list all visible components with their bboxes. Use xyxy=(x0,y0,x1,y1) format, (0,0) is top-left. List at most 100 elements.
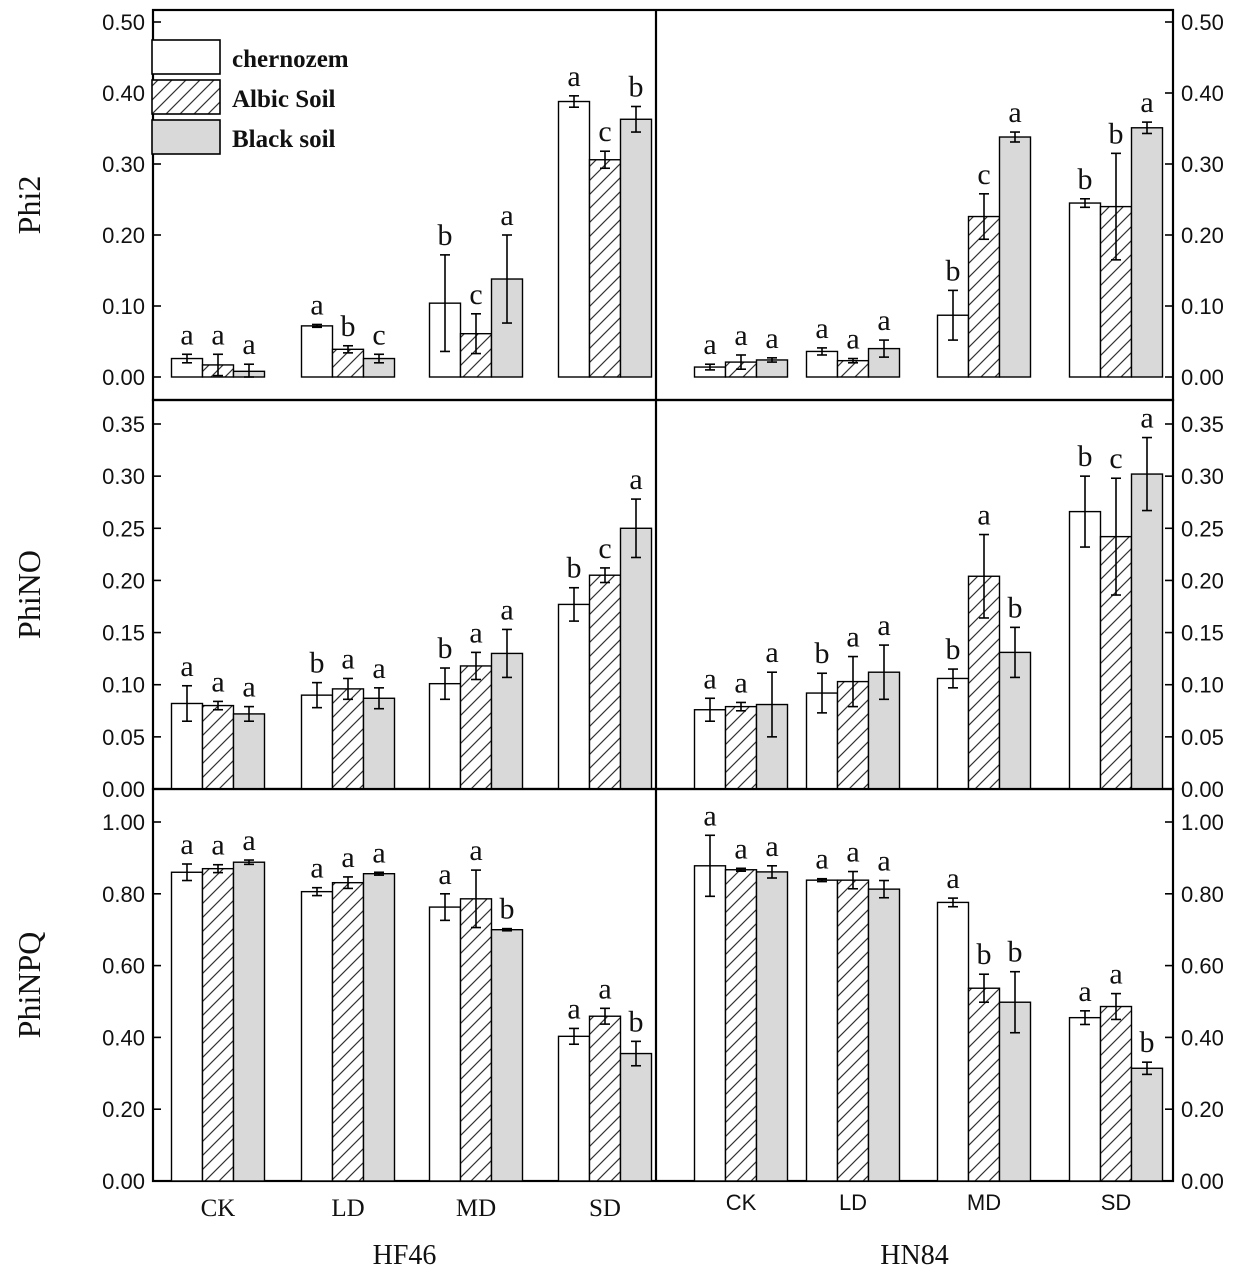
y-tick-label-right: 0.00 xyxy=(1181,365,1224,390)
y-tick-label-right: 0.20 xyxy=(1181,1097,1224,1122)
y-tick-label-left: 0.40 xyxy=(102,81,145,106)
significance-label: a xyxy=(242,328,255,361)
bar xyxy=(201,867,235,1182)
bar xyxy=(459,665,493,790)
bar xyxy=(724,869,758,1182)
y-tick-label-left: 0.40 xyxy=(102,1025,145,1050)
bar xyxy=(936,677,970,790)
significance-label: b xyxy=(341,310,356,343)
y-tick-label-left: 0.00 xyxy=(102,365,145,390)
significance-label: c xyxy=(469,278,482,311)
bar xyxy=(755,703,789,790)
y-tick-label-right: 0.40 xyxy=(1181,81,1224,106)
y-tick-label-left: 0.00 xyxy=(102,777,145,802)
bar xyxy=(724,705,758,790)
significance-label: a xyxy=(734,832,747,865)
significance-label: c xyxy=(598,532,611,565)
x-tick-label: SD xyxy=(589,1195,621,1222)
legend: chernozem Albic Soil Black soil xyxy=(151,39,349,155)
significance-label: a xyxy=(500,593,513,626)
y-tick-label-left: 0.15 xyxy=(102,621,145,646)
x-tick-label: MD xyxy=(967,1190,1001,1215)
significance-label: a xyxy=(703,328,716,361)
significance-label: a xyxy=(846,621,859,654)
significance-label: a xyxy=(815,312,828,345)
bar xyxy=(1068,1016,1102,1182)
bar xyxy=(428,906,462,1182)
significance-label: b xyxy=(1008,591,1023,624)
significance-label: b xyxy=(629,70,644,103)
significance-label: b xyxy=(815,637,830,670)
bar xyxy=(331,688,365,790)
significance-label: a xyxy=(765,322,778,355)
significance-label: a xyxy=(977,499,990,532)
bar xyxy=(300,325,334,378)
significance-label: a xyxy=(469,616,482,649)
significance-label: c xyxy=(598,115,611,148)
significance-label: a xyxy=(180,650,193,683)
y-tick-label-left: 0.05 xyxy=(102,725,145,750)
significance-label: a xyxy=(211,829,224,862)
significance-label: a xyxy=(211,665,224,698)
bar xyxy=(1130,473,1164,790)
y-tick-label-right: 0.25 xyxy=(1181,516,1224,541)
y-tick-label-left: 0.20 xyxy=(102,223,145,248)
y-tick-label-right: 0.30 xyxy=(1181,152,1224,177)
significance-label: a xyxy=(765,636,778,669)
significance-label: a xyxy=(469,834,482,867)
significance-label: a xyxy=(372,836,385,869)
significance-label: b xyxy=(1008,936,1023,969)
bar xyxy=(588,1015,622,1182)
y-tick-label-right: 0.20 xyxy=(1181,568,1224,593)
y-tick-label-left: 0.20 xyxy=(102,568,145,593)
bar xyxy=(998,136,1032,378)
bar xyxy=(170,871,204,1182)
significance-label: a xyxy=(1140,86,1153,119)
significance-label: b xyxy=(567,552,582,585)
significance-label: a xyxy=(877,845,890,878)
y-tick-label-right: 0.05 xyxy=(1181,725,1224,750)
significance-label: c xyxy=(977,158,990,191)
significance-label: a xyxy=(846,836,859,869)
bar xyxy=(201,704,235,790)
significance-label: a xyxy=(500,199,513,232)
y-tick-label-left: 0.35 xyxy=(102,412,145,437)
legend-label: Albic Soil xyxy=(232,86,336,113)
y-tick-label-left: 0.30 xyxy=(102,152,145,177)
significance-label: b xyxy=(1140,1026,1155,1059)
y-axis-title: PhiNPQ xyxy=(11,932,47,1039)
y-tick-label-right: 0.15 xyxy=(1181,621,1224,646)
significance-label: b xyxy=(1078,163,1093,196)
bar xyxy=(1068,202,1102,378)
bar xyxy=(836,879,870,1182)
y-tick-label-left: 0.10 xyxy=(102,294,145,319)
legend-swatch xyxy=(151,79,221,115)
bar xyxy=(331,881,365,1182)
significance-label: b xyxy=(977,938,992,971)
significance-label: a xyxy=(372,652,385,685)
y-axis-title: Phi2 xyxy=(11,176,47,235)
significance-label: b xyxy=(629,1005,644,1038)
y-tick-label-right: 0.00 xyxy=(1181,777,1224,802)
significance-label: b xyxy=(500,893,515,926)
bar xyxy=(362,872,396,1182)
y-tick-label-right: 0.20 xyxy=(1181,223,1224,248)
significance-label: b xyxy=(946,254,961,287)
y-axis-title: PhiNO xyxy=(11,550,47,639)
significance-label: a xyxy=(629,463,642,496)
bar xyxy=(588,159,622,378)
significance-label: a xyxy=(703,799,716,832)
bar xyxy=(1068,510,1102,790)
significance-label: a xyxy=(946,862,959,895)
y-tick-label-left: 0.00 xyxy=(102,1169,145,1194)
significance-label: a xyxy=(703,662,716,695)
bar xyxy=(300,890,334,1182)
significance-label: a xyxy=(846,323,859,356)
bar xyxy=(1130,1067,1164,1182)
group-label: HF46 xyxy=(373,1240,437,1271)
significance-label: a xyxy=(341,642,354,675)
significance-label: b xyxy=(1078,440,1093,473)
y-tick-label-right: 0.00 xyxy=(1181,1169,1224,1194)
bar xyxy=(1130,127,1164,378)
x-tick-label: CK xyxy=(726,1190,757,1215)
